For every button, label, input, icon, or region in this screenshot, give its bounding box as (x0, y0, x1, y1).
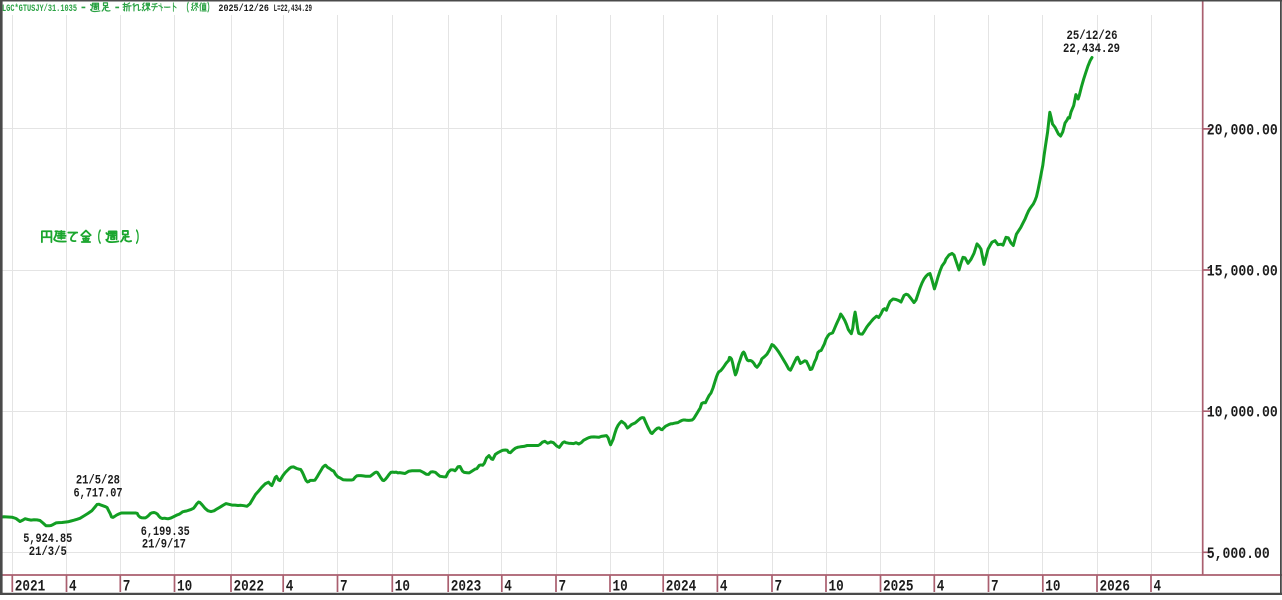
svg-text:7: 7 (340, 577, 348, 595)
svg-text:2025: 2025 (883, 577, 914, 595)
svg-text:7: 7 (123, 577, 131, 595)
svg-text:6,717.07: 6,717.07 (74, 486, 123, 501)
svg-text:25/12/26: 25/12/26 (1067, 28, 1118, 43)
svg-text:2026: 2026 (1100, 577, 1131, 595)
svg-text:10: 10 (395, 577, 410, 595)
svg-text:6,199.35: 6,199.35 (141, 524, 190, 539)
svg-text:10,000.00: 10,000.00 (1207, 404, 1278, 422)
svg-text:5,000.00: 5,000.00 (1207, 545, 1270, 563)
svg-text:10: 10 (613, 577, 628, 595)
svg-text:2022: 2022 (234, 577, 265, 595)
svg-text:LGC*GTUSJY/31.1035: LGC*GTUSJY/31.1035 (2, 3, 77, 15)
svg-text:L=22,434.29: L=22,434.29 (274, 3, 312, 15)
svg-text:7: 7 (559, 577, 567, 595)
svg-text:4: 4 (1154, 577, 1162, 595)
svg-text:4: 4 (504, 577, 512, 595)
svg-text:2025/12/26: 2025/12/26 (218, 3, 269, 15)
svg-text:10: 10 (829, 577, 844, 595)
svg-text:10: 10 (177, 577, 192, 595)
svg-text:2021: 2021 (15, 577, 46, 595)
svg-text:7: 7 (775, 577, 783, 595)
svg-text:21/9/17: 21/9/17 (142, 536, 186, 551)
svg-text:5,924.85: 5,924.85 (23, 531, 72, 546)
svg-text:2024: 2024 (666, 577, 697, 595)
svg-text:20,000.00: 20,000.00 (1207, 121, 1278, 139)
svg-text:22,434.29: 22,434.29 (1063, 41, 1120, 56)
svg-text:4: 4 (720, 577, 728, 595)
svg-text:4: 4 (69, 577, 77, 595)
svg-text:10: 10 (1045, 577, 1060, 595)
svg-text:21/3/5: 21/3/5 (29, 544, 67, 559)
svg-text:7: 7 (991, 577, 999, 595)
svg-text:15,000.00: 15,000.00 (1207, 263, 1278, 281)
svg-text:4: 4 (937, 577, 945, 595)
svg-text:21/5/28: 21/5/28 (76, 473, 120, 488)
svg-text:4: 4 (286, 577, 294, 595)
svg-text:2023: 2023 (451, 577, 482, 595)
